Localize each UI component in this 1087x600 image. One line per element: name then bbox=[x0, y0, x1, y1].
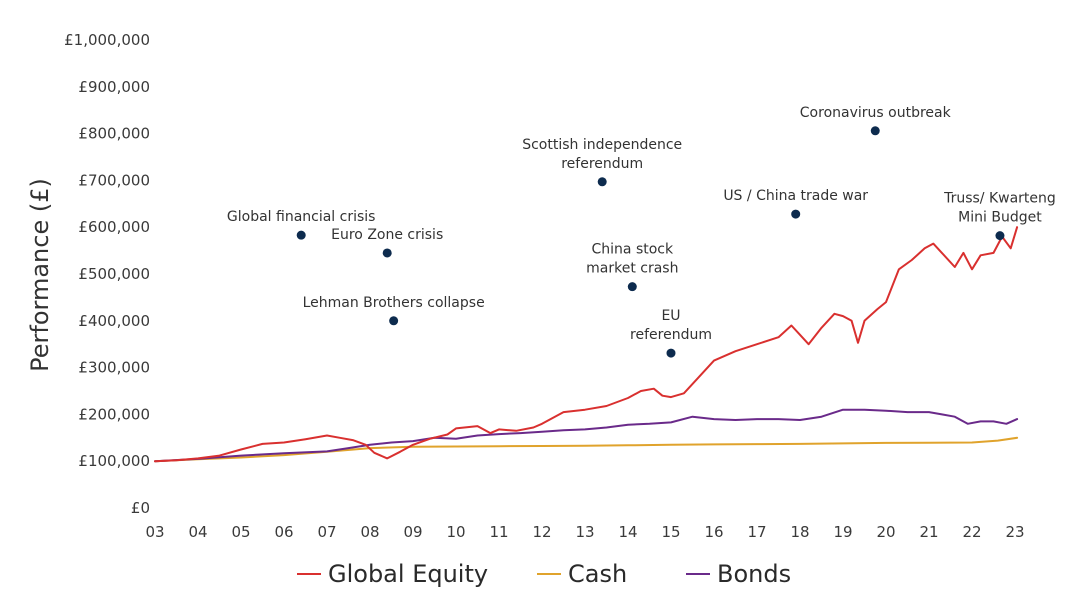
annotation-label: Global financial crisis bbox=[227, 209, 376, 225]
y-axis-label: Performance (£) bbox=[26, 178, 54, 372]
x-tick-label: 20 bbox=[876, 523, 895, 541]
annotation-label: US / China trade war bbox=[723, 188, 868, 204]
annotation-label: referendum bbox=[561, 156, 643, 172]
annotation-label: referendum bbox=[630, 327, 712, 343]
y-tick-label: £700,000 bbox=[78, 171, 150, 189]
x-tick-label: 04 bbox=[188, 523, 207, 541]
annotation-label: Euro Zone crisis bbox=[331, 227, 443, 243]
series-line-global-equity bbox=[154, 226, 1019, 463]
annotation-label: EU bbox=[661, 308, 680, 324]
x-tick-label: 10 bbox=[446, 523, 465, 541]
annotation-label: Scottish independence bbox=[522, 137, 682, 153]
y-tick-label: £600,000 bbox=[78, 218, 150, 236]
annotation-label: Lehman Brothers collapse bbox=[303, 295, 485, 311]
x-tick-label: 07 bbox=[317, 523, 336, 541]
x-tick-label: 11 bbox=[489, 523, 508, 541]
x-tick-label: 06 bbox=[274, 523, 293, 541]
legend-label: Global Equity bbox=[328, 560, 488, 588]
y-tick-label: £100,000 bbox=[78, 452, 150, 470]
y-tick-label: £0 bbox=[131, 499, 150, 517]
x-tick-label: 19 bbox=[833, 523, 852, 541]
x-tick-label: 12 bbox=[532, 523, 551, 541]
annotation-marker bbox=[791, 209, 801, 219]
x-axis-ticks: 03 04 05 06 07 08 09 10 11 12 13 14 15 16 17 18 19 20 21 22… bbox=[145, 523, 1024, 541]
x-tick-label: 03 bbox=[145, 523, 164, 541]
annotation-marker bbox=[870, 126, 880, 136]
annotation-marker bbox=[995, 231, 1005, 241]
y-tick-label: £300,000 bbox=[78, 359, 150, 377]
x-tick-label: 16 bbox=[704, 523, 723, 541]
series-line-cash bbox=[154, 436, 1019, 463]
annotation-label: market crash bbox=[586, 261, 678, 277]
x-tick-label: 05 bbox=[231, 523, 250, 541]
annotation-label: Truss/ Kwarteng bbox=[943, 191, 1056, 207]
annotation-label: China stock bbox=[592, 242, 674, 258]
y-tick-label: £400,000 bbox=[78, 312, 150, 330]
x-tick-label: 21 bbox=[919, 523, 938, 541]
x-tick-label: 18 bbox=[790, 523, 809, 541]
x-tick-label: 15 bbox=[661, 523, 680, 541]
series-lines bbox=[154, 226, 1019, 463]
x-tick-label: 09 bbox=[403, 523, 422, 541]
x-tick-label: 08 bbox=[360, 523, 379, 541]
y-tick-label: £800,000 bbox=[78, 125, 150, 143]
annotation-marker bbox=[666, 348, 676, 358]
annotation-marker bbox=[296, 230, 306, 240]
y-tick-label: £900,000 bbox=[78, 78, 150, 96]
annotation-label: Coronavirus outbreak bbox=[800, 105, 952, 121]
series-line-bonds bbox=[154, 408, 1019, 463]
x-tick-label: 22 bbox=[962, 523, 981, 541]
legend: Global Equity Cash Bonds bbox=[297, 560, 791, 588]
y-tick-label: £1,000,000 bbox=[64, 31, 150, 49]
legend-label: Cash bbox=[568, 560, 627, 588]
x-tick-label: 14 bbox=[618, 523, 637, 541]
legend-label: Bonds bbox=[717, 560, 791, 588]
y-tick-label: £500,000 bbox=[78, 265, 150, 283]
x-tick-label: 17 bbox=[747, 523, 766, 541]
annotation-marker bbox=[597, 177, 607, 187]
annotation-marker bbox=[389, 316, 399, 326]
y-tick-label: £200,000 bbox=[78, 405, 150, 423]
annotation-marker bbox=[627, 282, 637, 292]
x-tick-label: 23 bbox=[1005, 523, 1024, 541]
event-annotations: Global financial crisis Euro Zone crisis L… bbox=[227, 105, 1056, 358]
annotation-label: Mini Budget bbox=[958, 210, 1042, 226]
y-axis-ticks: £0 £100,000 £200,000 £300,000 £400,000 £500,0… bbox=[64, 31, 150, 517]
annotation-marker bbox=[382, 248, 392, 258]
x-tick-label: 13 bbox=[575, 523, 594, 541]
